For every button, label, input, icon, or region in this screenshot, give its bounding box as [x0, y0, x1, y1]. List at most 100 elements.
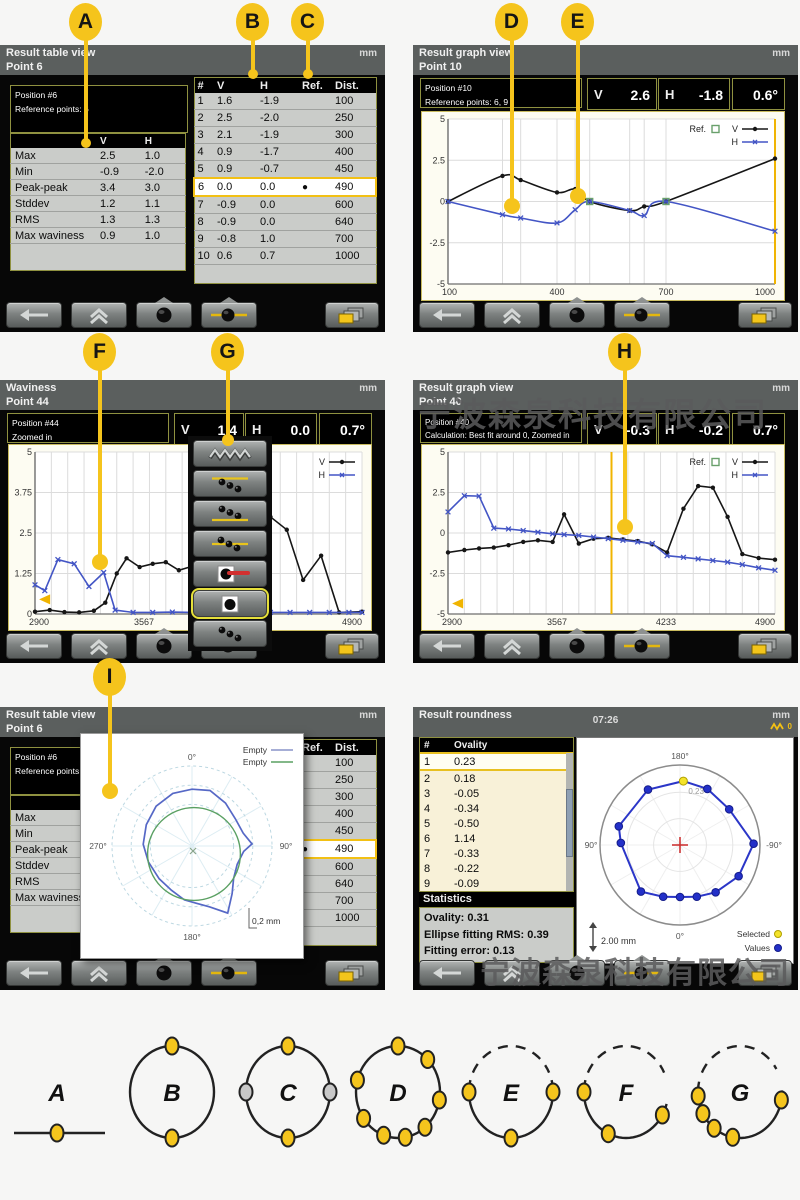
- stats-row[interactable]: Min-0.9-2.0: [10, 163, 186, 180]
- column-header: Dist.: [332, 77, 376, 93]
- svg-text:2.5: 2.5: [19, 528, 32, 538]
- measurement-config-E: E: [461, 1044, 561, 1148]
- reference-points-label: Reference points: 6: [15, 103, 89, 114]
- back-button[interactable]: [6, 960, 62, 986]
- column-header: Ovality: [450, 738, 573, 753]
- value-dot: [616, 838, 626, 848]
- files-button[interactable]: [738, 960, 792, 986]
- scroll-up-button[interactable]: [484, 302, 540, 328]
- list-item[interactable]: 5 -0.50: [424, 817, 480, 830]
- column-header: H: [257, 77, 299, 93]
- watermark: 宁波森泉科技有限公司: [480, 956, 790, 991]
- callout-dot: [92, 554, 108, 570]
- toolbar: [419, 628, 792, 659]
- measure-point-button[interactable]: [549, 955, 605, 986]
- files-button[interactable]: [325, 633, 379, 659]
- list-item[interactable]: 8 -0.22: [424, 862, 480, 875]
- svg-text:3.75: 3.75: [14, 488, 32, 498]
- back-button[interactable]: [419, 633, 475, 659]
- callout-dot: [570, 188, 586, 204]
- svg-text:-2.5: -2.5: [429, 569, 445, 579]
- svg-text:90°: 90°: [585, 840, 598, 850]
- waviness-icon: [208, 447, 252, 461]
- svg-text:B: B: [163, 1080, 180, 1107]
- measure-point-button[interactable]: [136, 297, 192, 328]
- back-button[interactable]: [6, 633, 62, 659]
- list-item[interactable]: 3 -0.05: [424, 787, 480, 800]
- value-dot: [658, 892, 668, 902]
- measure-point-button[interactable]: [549, 628, 605, 659]
- scrollbar-thumb[interactable]: [566, 788, 573, 858]
- column-header: V: [214, 77, 257, 93]
- svg-text:0: 0: [27, 609, 32, 619]
- polar-points-chart: 180° 90° -90° 0° 0.23 2.00 mm Selected Values: [585, 751, 782, 953]
- list-item[interactable]: 9 -0.09: [424, 877, 480, 890]
- list-item[interactable]: 1 0.23: [420, 752, 573, 771]
- reference-point-button[interactable]: [191, 588, 269, 619]
- list-item[interactable]: 2 0.18: [424, 772, 476, 785]
- reference-point-locked-button[interactable]: [193, 560, 267, 587]
- measure-point-button[interactable]: [549, 297, 605, 328]
- svg-text:5: 5: [27, 447, 32, 457]
- scrollbar[interactable]: [566, 753, 573, 891]
- back-button[interactable]: [6, 302, 62, 328]
- measure-point-icon: [569, 965, 585, 981]
- callout-H: H: [608, 333, 641, 371]
- watermark: 宁波森泉科技有限公司: [418, 395, 768, 434]
- points-under-line-button[interactable]: [193, 470, 267, 497]
- scroll-up-icon: [90, 966, 108, 982]
- measure-point-button[interactable]: [136, 628, 192, 659]
- list-item[interactable]: 6 1.14: [424, 832, 476, 845]
- adjust-button[interactable]: [614, 955, 670, 986]
- list-item[interactable]: 4 -0.34: [424, 802, 480, 815]
- scroll-up-button[interactable]: [71, 302, 127, 328]
- points-over-line-icon: [212, 505, 248, 521]
- toolbar: [419, 297, 792, 328]
- reference-point-icon: [221, 595, 239, 612]
- files-button[interactable]: [738, 302, 792, 328]
- files-button[interactable]: [738, 633, 792, 659]
- svg-text:0: 0: [440, 197, 445, 207]
- points-under-line-icon: [212, 476, 248, 492]
- adjust-button[interactable]: [614, 297, 670, 328]
- svg-text:V: V: [732, 124, 738, 134]
- list-item[interactable]: 7 -0.33: [424, 847, 480, 860]
- measure-point-button[interactable]: [136, 955, 192, 986]
- back-button[interactable]: [419, 960, 475, 986]
- scroll-up-button[interactable]: [71, 960, 127, 986]
- files-button[interactable]: [325, 302, 379, 328]
- panel-header: Result table view Point 6 mm: [0, 45, 385, 75]
- files-button[interactable]: [325, 960, 379, 986]
- callout-dot: [303, 69, 313, 79]
- ovality-list: # Ovality 1 0.23 2 0.18 3 -0.05 4 -0.34 5 -0.50 6 1.1…: [419, 737, 574, 892]
- scroll-up-button[interactable]: [484, 960, 540, 986]
- scroll-up-button[interactable]: [484, 633, 540, 659]
- svg-text:700: 700: [658, 287, 673, 297]
- back-button[interactable]: [419, 302, 475, 328]
- points-through-line-button[interactable]: [193, 530, 267, 557]
- adjust-button[interactable]: [614, 628, 670, 659]
- callout-line: [510, 22, 514, 206]
- adjust-button[interactable]: [201, 955, 257, 986]
- adjust-button[interactable]: [201, 297, 257, 328]
- points-button[interactable]: [193, 620, 267, 647]
- scroll-up-button[interactable]: [71, 633, 127, 659]
- points-over-line-button[interactable]: [193, 500, 267, 527]
